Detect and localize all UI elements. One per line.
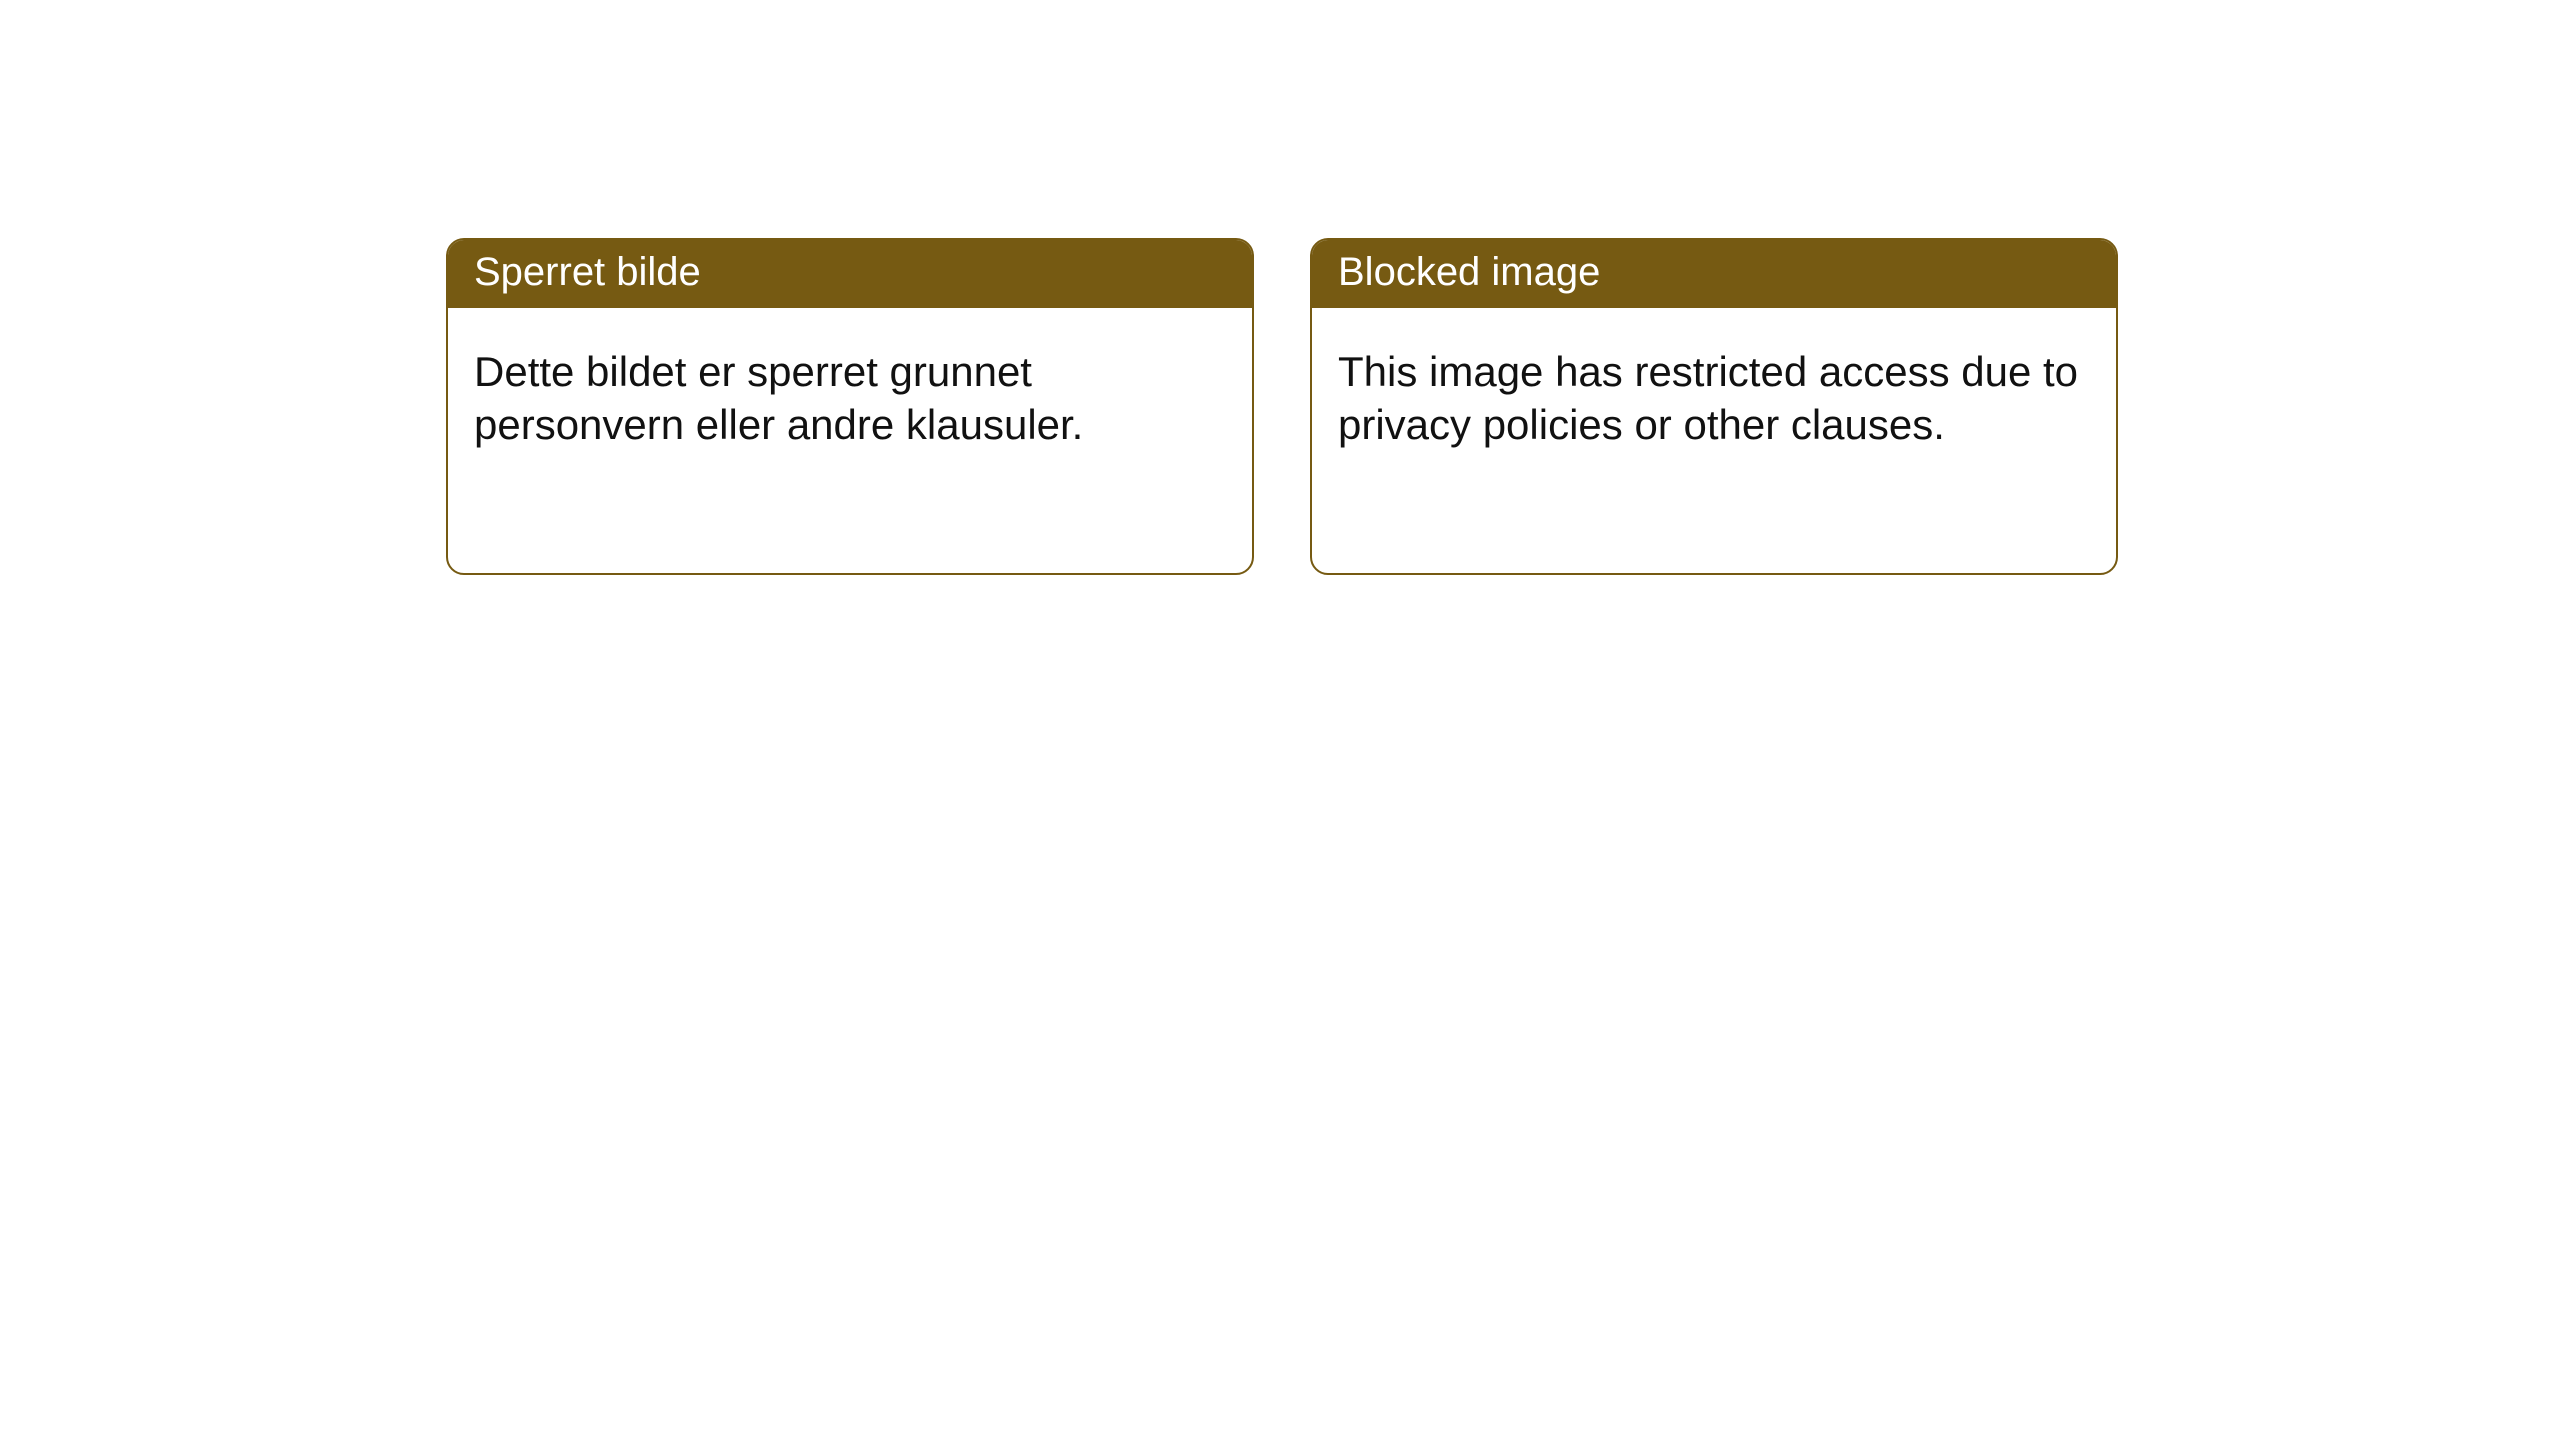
notice-card-body: Dette bildet er sperret grunnet personve… xyxy=(448,308,1252,477)
notice-card-header: Sperret bilde xyxy=(448,240,1252,308)
notice-card-header: Blocked image xyxy=(1312,240,2116,308)
notice-card-norwegian: Sperret bilde Dette bildet er sperret gr… xyxy=(446,238,1254,575)
notice-card-english: Blocked image This image has restricted … xyxy=(1310,238,2118,575)
notice-card-container: Sperret bilde Dette bildet er sperret gr… xyxy=(0,0,2560,575)
notice-card-body: This image has restricted access due to … xyxy=(1312,308,2116,477)
